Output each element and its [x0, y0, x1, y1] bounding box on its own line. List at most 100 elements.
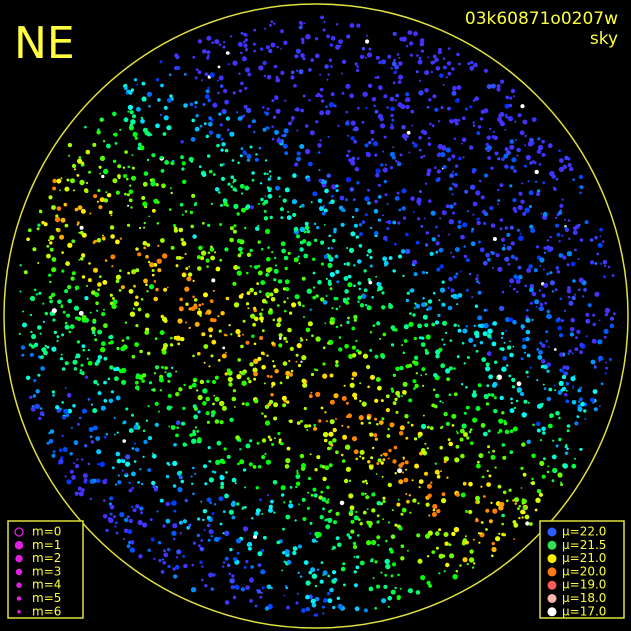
star	[463, 411, 467, 415]
star	[103, 356, 108, 361]
star	[419, 79, 422, 82]
star	[208, 460, 211, 463]
star	[172, 460, 178, 466]
star	[430, 210, 436, 216]
star	[342, 297, 347, 302]
star	[151, 480, 156, 486]
star	[387, 482, 392, 488]
star	[558, 416, 561, 420]
star	[105, 433, 109, 436]
star	[243, 40, 246, 44]
star	[276, 322, 281, 328]
star	[335, 44, 341, 50]
star	[522, 119, 528, 125]
star	[61, 251, 64, 254]
star	[387, 521, 391, 524]
star	[353, 449, 359, 455]
star	[108, 210, 113, 215]
star	[146, 243, 151, 247]
star	[253, 377, 256, 381]
star	[231, 396, 237, 402]
star	[66, 178, 70, 182]
star	[101, 174, 105, 179]
star	[181, 421, 186, 426]
star	[445, 562, 450, 568]
star	[115, 190, 120, 195]
star	[147, 468, 152, 472]
star	[263, 209, 267, 213]
star	[56, 409, 61, 413]
star	[289, 346, 294, 351]
star	[295, 69, 299, 72]
star	[469, 184, 476, 190]
star	[285, 586, 289, 590]
star	[254, 265, 259, 270]
star	[464, 540, 469, 545]
star	[356, 181, 360, 185]
star	[278, 337, 282, 340]
star	[613, 312, 616, 316]
star	[557, 325, 563, 331]
star	[76, 174, 80, 177]
star	[286, 297, 289, 300]
star	[345, 466, 351, 472]
star	[539, 302, 544, 307]
star	[210, 535, 213, 538]
star	[88, 170, 92, 174]
star	[284, 99, 287, 102]
star	[481, 209, 487, 215]
star	[325, 105, 328, 109]
star	[335, 511, 340, 516]
star	[554, 288, 558, 292]
star	[534, 299, 540, 305]
star	[299, 340, 302, 342]
star	[453, 202, 457, 206]
star	[487, 429, 491, 433]
star	[545, 330, 549, 334]
star	[131, 505, 134, 509]
star	[124, 150, 128, 154]
star	[482, 331, 488, 337]
star	[186, 276, 192, 282]
star	[194, 126, 200, 132]
star	[269, 175, 272, 178]
star	[308, 99, 311, 102]
star	[241, 192, 244, 195]
star	[508, 317, 514, 322]
star	[447, 305, 453, 311]
star	[223, 41, 226, 44]
star	[377, 385, 382, 391]
star	[424, 88, 429, 93]
star	[364, 143, 369, 148]
star	[179, 202, 184, 207]
star	[146, 158, 150, 162]
star	[373, 208, 379, 214]
star	[371, 492, 376, 497]
star	[203, 361, 206, 364]
star	[572, 279, 576, 283]
star	[263, 172, 267, 176]
star	[402, 381, 408, 387]
star	[455, 122, 459, 126]
star	[564, 451, 569, 455]
star	[490, 250, 493, 254]
star	[367, 460, 371, 464]
star	[235, 329, 241, 335]
star	[416, 54, 419, 57]
star	[462, 116, 466, 120]
star	[415, 70, 419, 74]
star	[157, 244, 160, 247]
star	[266, 173, 269, 175]
star	[207, 154, 211, 158]
star	[417, 435, 421, 439]
star	[505, 364, 509, 367]
star	[476, 274, 479, 277]
star	[538, 163, 542, 166]
star	[128, 198, 133, 203]
star	[368, 280, 373, 285]
star	[270, 20, 274, 24]
star	[359, 560, 365, 566]
star	[60, 353, 63, 356]
star	[529, 224, 534, 229]
star	[246, 252, 252, 257]
